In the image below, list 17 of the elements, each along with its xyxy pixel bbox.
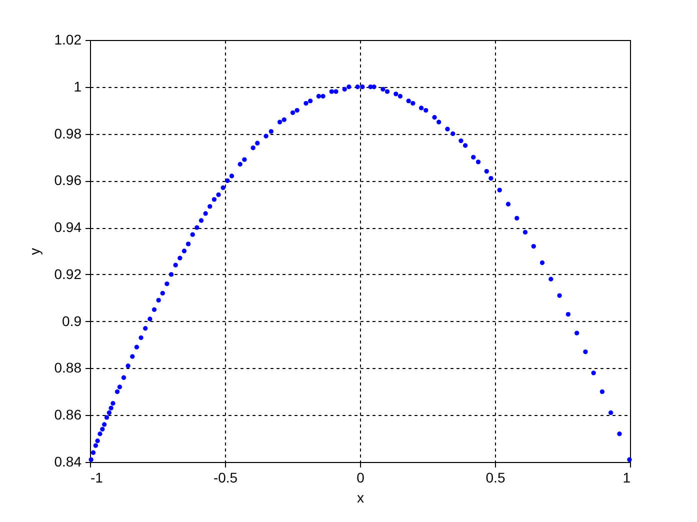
y-tick-label: 0.92 <box>54 266 82 282</box>
y-tick-label: 0.98 <box>54 125 82 142</box>
y-tick-label: 0.9 <box>62 312 82 329</box>
x-tick-label: 0.5 <box>486 470 506 486</box>
y-tick-label: 1.02 <box>54 32 82 48</box>
y-tick-label: 0.88 <box>54 360 82 376</box>
y-tick-label: 0.84 <box>54 454 82 470</box>
x-tick-label: 1 <box>622 470 631 486</box>
y-tick-label: 0.86 <box>54 406 82 423</box>
x-tick-label: 0 <box>356 470 365 486</box>
x-tick-label: -1 <box>90 470 104 486</box>
x-tick-label: -0.5 <box>213 470 238 486</box>
x-axis-title: x <box>357 490 364 506</box>
y-axis-title: y <box>26 248 42 255</box>
y-tick-label: 1 <box>74 78 82 94</box>
y-tick-label: 0.96 <box>54 172 82 188</box>
y-tick-label: 0.94 <box>54 219 82 236</box>
